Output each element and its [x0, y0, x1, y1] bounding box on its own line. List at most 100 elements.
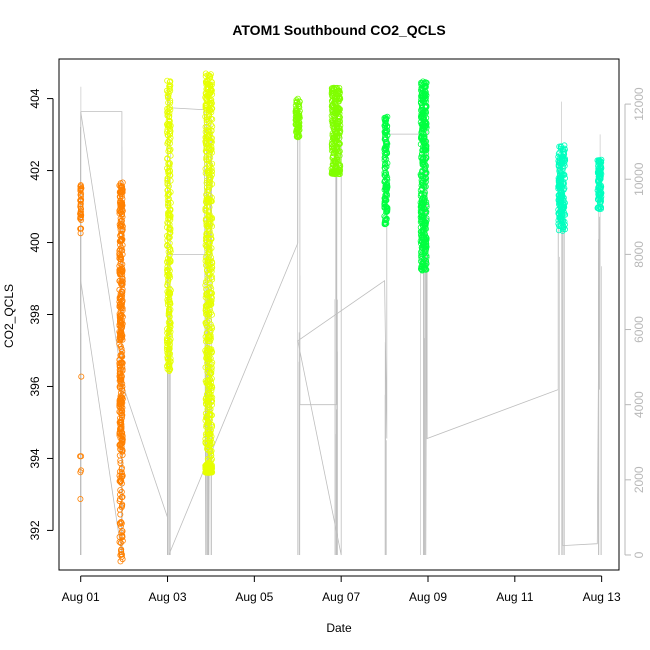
y-tick-label: 394: [28, 448, 42, 468]
data-point: [204, 349, 211, 356]
data-point: [421, 250, 428, 257]
data-point: [117, 226, 124, 233]
data-point: [166, 240, 173, 247]
data-point: [204, 188, 211, 195]
data-point: [381, 198, 388, 205]
data-point: [423, 114, 430, 121]
data-point: [209, 116, 216, 123]
data-point: [331, 114, 338, 121]
data-point: [203, 291, 210, 298]
data-point: [118, 353, 125, 360]
data-point: [560, 151, 567, 158]
data-point: [558, 173, 565, 180]
data-point: [205, 94, 212, 101]
data-point: [423, 154, 430, 161]
data-point: [164, 180, 171, 187]
data-point: [558, 154, 565, 161]
data-point: [77, 495, 84, 502]
data-point: [119, 359, 126, 366]
data-point: [207, 430, 214, 437]
data-point: [418, 79, 425, 86]
data-point: [208, 127, 215, 134]
x-tick-label: Aug 07: [322, 590, 360, 604]
data-point: [202, 73, 209, 80]
data-point: [417, 214, 424, 221]
data-point: [207, 335, 214, 342]
data-point: [165, 340, 172, 347]
data-point: [208, 301, 215, 308]
data-point: [206, 435, 213, 442]
data-point: [596, 157, 603, 164]
data-point: [118, 232, 125, 239]
data-point: [117, 305, 124, 312]
data-point: [117, 292, 124, 299]
data-point: [205, 447, 212, 454]
data-point: [420, 159, 427, 166]
data-point: [203, 399, 210, 406]
data-point: [208, 465, 215, 472]
data-point: [417, 141, 424, 148]
data-point: [166, 363, 173, 370]
data-point: [165, 310, 172, 317]
data-point: [166, 297, 173, 304]
data-point: [119, 532, 126, 539]
data-point: [328, 85, 335, 92]
data-point: [204, 398, 211, 405]
data-point: [204, 133, 211, 140]
data-point: [166, 163, 173, 170]
data-point: [119, 448, 126, 455]
data-point: [336, 85, 343, 92]
data-point: [118, 529, 125, 536]
data-point: [420, 135, 427, 142]
data-point: [418, 201, 425, 208]
data-point: [118, 280, 125, 287]
data-point: [165, 364, 172, 371]
data-point: [208, 346, 215, 353]
data-point: [118, 256, 125, 263]
data-point: [204, 251, 211, 258]
data-point: [597, 197, 604, 204]
data-point: [208, 214, 215, 221]
data-point: [118, 548, 125, 555]
data-point: [294, 119, 301, 126]
data-point: [119, 227, 126, 234]
data-point: [116, 267, 123, 274]
data-point: [118, 304, 125, 311]
data-point: [597, 175, 604, 182]
chart-title: ATOM1 Southbound CO2_QCLS: [232, 22, 445, 38]
data-point: [203, 191, 210, 198]
data-point: [594, 187, 601, 194]
data-point: [165, 347, 172, 354]
data-point: [206, 458, 213, 465]
data-point: [383, 181, 390, 188]
y-tick-label: 398: [28, 304, 42, 324]
data-point: [118, 266, 125, 273]
data-point: [330, 131, 337, 138]
data-point: [206, 239, 213, 246]
data-point: [418, 85, 425, 92]
data-point: [116, 374, 123, 381]
data-point: [419, 125, 426, 132]
data-point: [167, 99, 174, 106]
data-point: [418, 104, 425, 111]
y2-tick-label: 8000: [632, 241, 646, 268]
data-point: [119, 451, 126, 458]
data-point: [203, 414, 210, 421]
data-point: [423, 92, 430, 99]
data-point: [208, 100, 215, 107]
data-point: [331, 133, 338, 140]
data-point: [383, 145, 390, 152]
data-point: [166, 326, 173, 333]
data-point: [421, 195, 428, 202]
data-point: [206, 144, 213, 151]
data-point: [77, 197, 84, 204]
data-point: [557, 199, 564, 206]
data-point: [422, 166, 429, 173]
data-point: [119, 195, 126, 202]
data-point: [203, 220, 210, 227]
data-point: [119, 534, 126, 541]
x-tick-label: Aug 13: [583, 590, 621, 604]
data-point: [206, 431, 213, 438]
x-tick-label: Aug 01: [62, 590, 100, 604]
data-point: [204, 406, 211, 413]
